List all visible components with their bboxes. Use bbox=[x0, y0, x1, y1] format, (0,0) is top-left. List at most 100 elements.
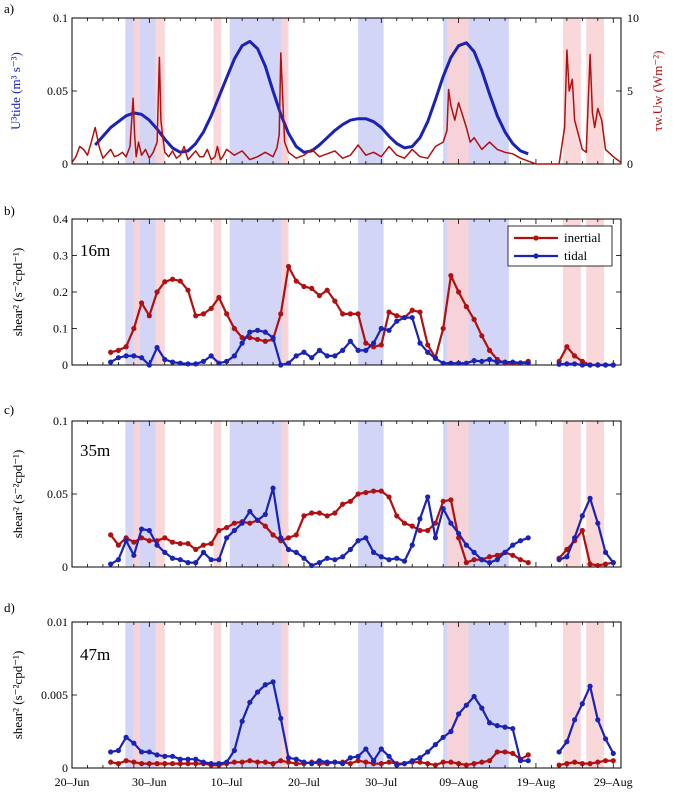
data-point-tidal bbox=[471, 549, 477, 556]
data-point-inertial bbox=[285, 535, 292, 541]
data-point-inertial bbox=[448, 759, 454, 765]
tide-band-0 bbox=[125, 421, 156, 567]
tide-band-1 bbox=[229, 421, 287, 567]
data-point-tidal bbox=[425, 494, 431, 500]
data-point-tidal bbox=[324, 353, 330, 359]
x-tick-label: 30–Jun bbox=[132, 775, 167, 789]
data-point-tidal bbox=[108, 749, 114, 755]
data-point-tidal bbox=[610, 750, 616, 757]
data-point-tidal bbox=[131, 552, 137, 558]
data-point-tidal bbox=[440, 506, 446, 512]
data-point-tidal bbox=[154, 752, 160, 758]
data-point-tidal bbox=[301, 349, 307, 355]
data-point-tidal bbox=[494, 359, 500, 365]
shading-c bbox=[125, 421, 604, 567]
data-point-inertial bbox=[448, 272, 454, 279]
data-point-tidal bbox=[138, 526, 145, 532]
y-tick-label: 0 bbox=[62, 157, 68, 171]
wind-band-1 bbox=[155, 219, 165, 365]
data-point-inertial bbox=[432, 520, 439, 526]
data-point-tidal bbox=[185, 560, 191, 566]
legend-box bbox=[507, 225, 613, 267]
legend: inertial tidal bbox=[507, 225, 613, 267]
data-point-inertial bbox=[185, 541, 191, 547]
data-point-inertial bbox=[301, 283, 307, 290]
wind-band-2 bbox=[213, 622, 222, 768]
data-point-tidal bbox=[510, 542, 516, 548]
data-point-inertial bbox=[115, 542, 121, 548]
data-point-tidal bbox=[363, 347, 369, 353]
data-point-tidal bbox=[146, 749, 152, 755]
data-point-inertial bbox=[595, 562, 601, 569]
data-point-inertial bbox=[347, 311, 353, 317]
data-point-tidal bbox=[355, 538, 361, 544]
data-point-tidal bbox=[193, 756, 199, 762]
data-point-tidal bbox=[115, 747, 121, 754]
data-point-tidal bbox=[409, 542, 415, 548]
data-point-tidal bbox=[448, 728, 454, 735]
data-point-tidal bbox=[417, 755, 423, 761]
data-point-tidal bbox=[123, 538, 129, 544]
data-point-tidal bbox=[177, 756, 183, 762]
x-tick-label: 20–Jul bbox=[288, 775, 321, 789]
data-point-tidal bbox=[494, 557, 500, 563]
data-point-tidal bbox=[378, 746, 384, 752]
data-point-inertial bbox=[556, 762, 562, 768]
data-point-tidal bbox=[363, 535, 369, 541]
data-point-inertial bbox=[355, 311, 361, 317]
data-point-inertial bbox=[479, 759, 485, 765]
data-point-tidal bbox=[587, 683, 593, 689]
data-point-tidal bbox=[254, 327, 261, 333]
data-point-inertial bbox=[224, 311, 230, 317]
data-point-inertial bbox=[262, 338, 268, 344]
data-point-tidal bbox=[231, 747, 237, 754]
data-point-tidal bbox=[224, 535, 230, 541]
series-d bbox=[108, 679, 616, 768]
data-point-inertial bbox=[394, 313, 400, 319]
y-tick-label: 0 bbox=[62, 761, 68, 775]
data-point-tidal bbox=[432, 355, 439, 362]
data-point-inertial bbox=[340, 311, 346, 317]
series-line-tidal bbox=[558, 685, 615, 754]
data-point-tidal bbox=[525, 360, 531, 366]
data-point-tidal bbox=[162, 356, 168, 363]
data-point-tidal bbox=[517, 758, 524, 764]
data-point-tidal bbox=[595, 717, 601, 723]
x-tick-label: 19–Aug bbox=[517, 775, 556, 789]
data-point-tidal bbox=[494, 723, 500, 729]
data-point-tidal bbox=[278, 715, 284, 721]
data-point-tidal bbox=[347, 546, 353, 553]
data-point-tidal bbox=[146, 362, 152, 368]
data-point-inertial bbox=[115, 761, 121, 767]
data-point-tidal bbox=[254, 517, 261, 523]
legend-label-tidal: tidal bbox=[564, 248, 587, 263]
data-point-inertial bbox=[432, 762, 439, 768]
data-point-inertial bbox=[177, 541, 183, 547]
data-point-tidal bbox=[309, 355, 315, 361]
y-axis-label-b: shear² (s⁻²cpd⁻¹) bbox=[10, 248, 25, 337]
data-point-tidal bbox=[193, 361, 199, 367]
data-point-inertial bbox=[355, 758, 361, 764]
data-point-tidal bbox=[231, 353, 237, 359]
data-point-tidal bbox=[564, 554, 570, 560]
data-point-inertial bbox=[386, 494, 392, 500]
wind-band-6 bbox=[586, 622, 604, 768]
data-point-tidal bbox=[216, 761, 222, 767]
data-point-inertial bbox=[425, 527, 431, 534]
wind-band-3 bbox=[281, 421, 289, 567]
data-point-inertial bbox=[138, 300, 145, 306]
data-point-tidal bbox=[216, 557, 222, 563]
data-point-inertial bbox=[394, 513, 400, 519]
data-point-inertial bbox=[564, 344, 570, 350]
data-point-tidal bbox=[115, 557, 121, 563]
data-point-tidal bbox=[471, 358, 477, 364]
data-point-inertial bbox=[224, 524, 230, 531]
data-point-tidal bbox=[432, 535, 439, 541]
data-point-tidal bbox=[587, 495, 593, 501]
y-tick-label: 0.4 bbox=[53, 212, 68, 226]
data-point-tidal bbox=[115, 355, 121, 361]
data-point-tidal bbox=[595, 362, 601, 368]
data-point-inertial bbox=[347, 498, 353, 504]
data-point-inertial bbox=[247, 335, 253, 341]
